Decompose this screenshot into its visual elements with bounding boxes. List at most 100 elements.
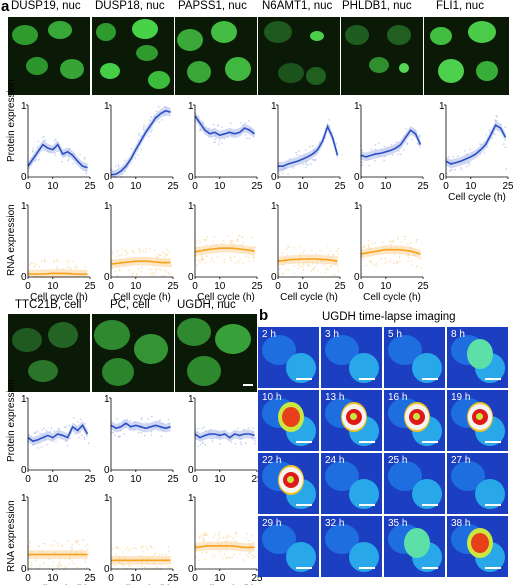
papss1-rna-point — [223, 261, 226, 264]
n6amt1-rna-point — [330, 265, 332, 268]
phldb1-rna-point — [392, 241, 395, 244]
ttc21b-protein-point — [83, 436, 86, 439]
n6amt1-protein-point — [305, 166, 307, 169]
timelapse-tile: 10 h — [258, 390, 319, 451]
dusp18-protein-line — [110, 109, 171, 176]
fli1-protein-point — [496, 116, 498, 118]
pc-rna-point — [143, 566, 146, 569]
phldb1-rna-xtick-label: 0 — [358, 281, 364, 292]
ugdh-rna-point — [233, 553, 235, 556]
dusp18-rna-xtick-label: 25 — [167, 281, 179, 292]
dusp19-protein-xtick-label: 0 — [25, 181, 31, 192]
dusp19-rna-xtick-label: 10 — [47, 281, 59, 292]
ugdh-rna-point — [246, 533, 249, 535]
n6amt1-rna-point — [326, 244, 329, 247]
phldb1-rna-point — [404, 236, 407, 238]
dusp18-rna-point — [112, 250, 114, 253]
ttc21b-protein-point — [50, 427, 53, 429]
ugdh-rna-point — [229, 557, 232, 559]
papss1-protein-point — [229, 122, 232, 125]
ttc21b-protein-point — [43, 427, 45, 430]
dusp19-rna-point — [33, 262, 35, 265]
ugdh-rna-ytick-0: 0 — [188, 564, 194, 575]
cell-blob — [282, 407, 300, 427]
phldb1-protein-point — [405, 128, 408, 130]
dusp18-protein-point — [158, 106, 160, 108]
pc-rna-point — [142, 551, 144, 553]
n6amt1-rna-point — [329, 250, 332, 253]
timelapse-tile: 29 h — [258, 516, 319, 577]
ugdh-rna-point — [239, 552, 241, 555]
ugdh-protein-point — [252, 427, 255, 429]
n6amt1-protein-point — [305, 163, 307, 166]
papss1-protein-point — [214, 141, 216, 143]
papss1-protein-point — [217, 143, 220, 145]
fli1-protein-point — [483, 152, 486, 154]
fli1-protein-point — [491, 137, 493, 139]
dusp18-protein-point — [136, 154, 139, 156]
dusp19-rna-xtick-label: 0 — [25, 281, 31, 292]
ugdh-protein-ytick-0: 0 — [188, 465, 194, 476]
ugdh-rna-point — [247, 556, 249, 558]
ttc21b-rna-point — [33, 546, 35, 549]
scale-bar — [359, 504, 375, 506]
phldb1-protein-point — [418, 135, 421, 138]
ugdh-rna-point — [231, 555, 234, 558]
ttc21b-rna-point — [71, 559, 73, 562]
ugdh-protein-point — [244, 442, 247, 444]
ttc21b-rna-point — [52, 561, 55, 563]
timelapse-time-label: 5 h — [388, 329, 402, 340]
dusp18-protein-point — [142, 128, 145, 131]
pc-protein-point — [137, 431, 140, 434]
n6amt1-rna-point — [321, 264, 324, 266]
papss1-rna-point — [242, 262, 244, 265]
ttc21b-rna-ytick-0: 0 — [21, 564, 27, 575]
phldb1-rna-point — [419, 257, 421, 260]
phldb1-rna-point — [380, 258, 383, 260]
n6amt1-rna-point — [302, 263, 305, 266]
n6amt1-rna-point — [281, 255, 283, 257]
dusp18-rna-point — [115, 255, 118, 258]
phldb1-rna-point — [381, 241, 384, 244]
papss1-rna-point — [251, 236, 253, 239]
ugdh-rna-point — [230, 535, 232, 538]
ugdh-rna-point — [195, 556, 198, 558]
pc-protein-point — [143, 434, 146, 437]
dusp19-rna-line — [28, 272, 88, 275]
dusp18-protein-point — [143, 126, 145, 129]
dusp19-rna-point — [67, 261, 69, 264]
pc-rna-point — [158, 554, 161, 556]
n6amt1-rna-point — [306, 264, 309, 267]
ttc21b-rna-point — [83, 559, 86, 561]
n6amt1-protein-line — [278, 124, 339, 167]
pc-rna-point — [167, 565, 169, 568]
ugdh-protein-line — [194, 433, 255, 439]
papss1-rna-point — [212, 240, 215, 242]
papss1-protein-point — [223, 138, 226, 140]
timelapse-time-label: 16 h — [388, 392, 408, 403]
papss1-protein-point — [213, 138, 216, 141]
phldb1-rna-point — [370, 260, 372, 263]
n6amt1-protein-point — [307, 164, 309, 166]
ugdh-rna-point — [200, 534, 203, 536]
ugdh-rna-point — [227, 536, 229, 538]
ttc21b-rna-point — [85, 566, 88, 569]
n6amt1-protein-point — [305, 149, 307, 152]
dusp18-rna-point — [141, 267, 143, 269]
n6amt1-protein-point — [335, 142, 338, 145]
dusp19-rna-x-label: Cell cycle (h) — [30, 292, 88, 303]
ugdh-rna-point — [198, 535, 201, 538]
phldb1-rna-point — [403, 235, 405, 238]
phldb1-rna-point — [371, 242, 373, 245]
ttc21b-protein-point — [65, 426, 67, 428]
pc-rna-point — [135, 547, 137, 550]
papss1-protein-point — [212, 123, 215, 126]
ugdh-rna-point — [251, 554, 254, 556]
papss1-rna-xtick-label: 25 — [251, 281, 263, 292]
pc-protein-point — [150, 415, 153, 418]
phldb1-rna-point — [410, 260, 413, 262]
ttc21b-rna-point — [57, 566, 60, 568]
micro-image-pc — [92, 314, 174, 392]
dusp18-rna-point — [150, 269, 153, 271]
phldb1-rna-band — [361, 245, 421, 259]
